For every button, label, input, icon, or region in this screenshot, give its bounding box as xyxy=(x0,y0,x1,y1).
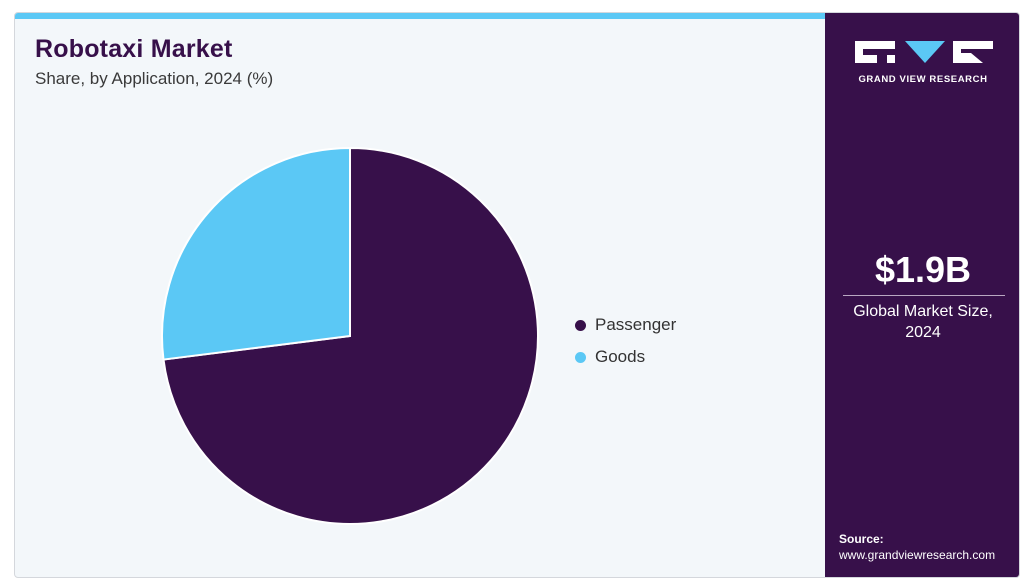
market-size-label: Global Market Size, 2024 xyxy=(853,303,993,341)
pie-chart xyxy=(161,146,539,525)
source-label: Source: xyxy=(839,532,884,546)
legend-item-passenger: Passenger xyxy=(575,309,676,341)
accent-bar xyxy=(15,13,825,19)
legend-item-goods: Goods xyxy=(575,341,676,373)
market-size-value: $1.9B xyxy=(874,249,972,290)
legend-label-passenger: Passenger xyxy=(595,315,677,334)
legend-label-goods: Goods xyxy=(595,347,646,366)
legend: Passenger Goods xyxy=(575,309,676,373)
kpi-divider xyxy=(843,295,1005,296)
chart-card: Robotaxi Market Share, by Application, 2… xyxy=(14,12,1020,578)
legend-swatch-passenger xyxy=(575,319,586,331)
brand-name: GRAND VIEW RESEARCH xyxy=(858,74,988,85)
chart-title: Robotaxi Market xyxy=(35,35,233,63)
legend-swatch-goods xyxy=(575,351,586,363)
sidebar-panel: GRAND VIEW RESEARCH $1.9B Global Market … xyxy=(825,13,1019,577)
source-url[interactable]: www.grandviewresearch.com xyxy=(839,548,996,562)
brand-logo: GRAND VIEW RESEARCH xyxy=(853,39,993,85)
pie-slice-goods xyxy=(161,146,351,361)
chart-subtitle: Share, by Application, 2024 (%) xyxy=(35,69,274,88)
gvr-logo-icon xyxy=(855,41,993,63)
source-note: Source: www.grandviewresearch.com xyxy=(839,531,995,563)
